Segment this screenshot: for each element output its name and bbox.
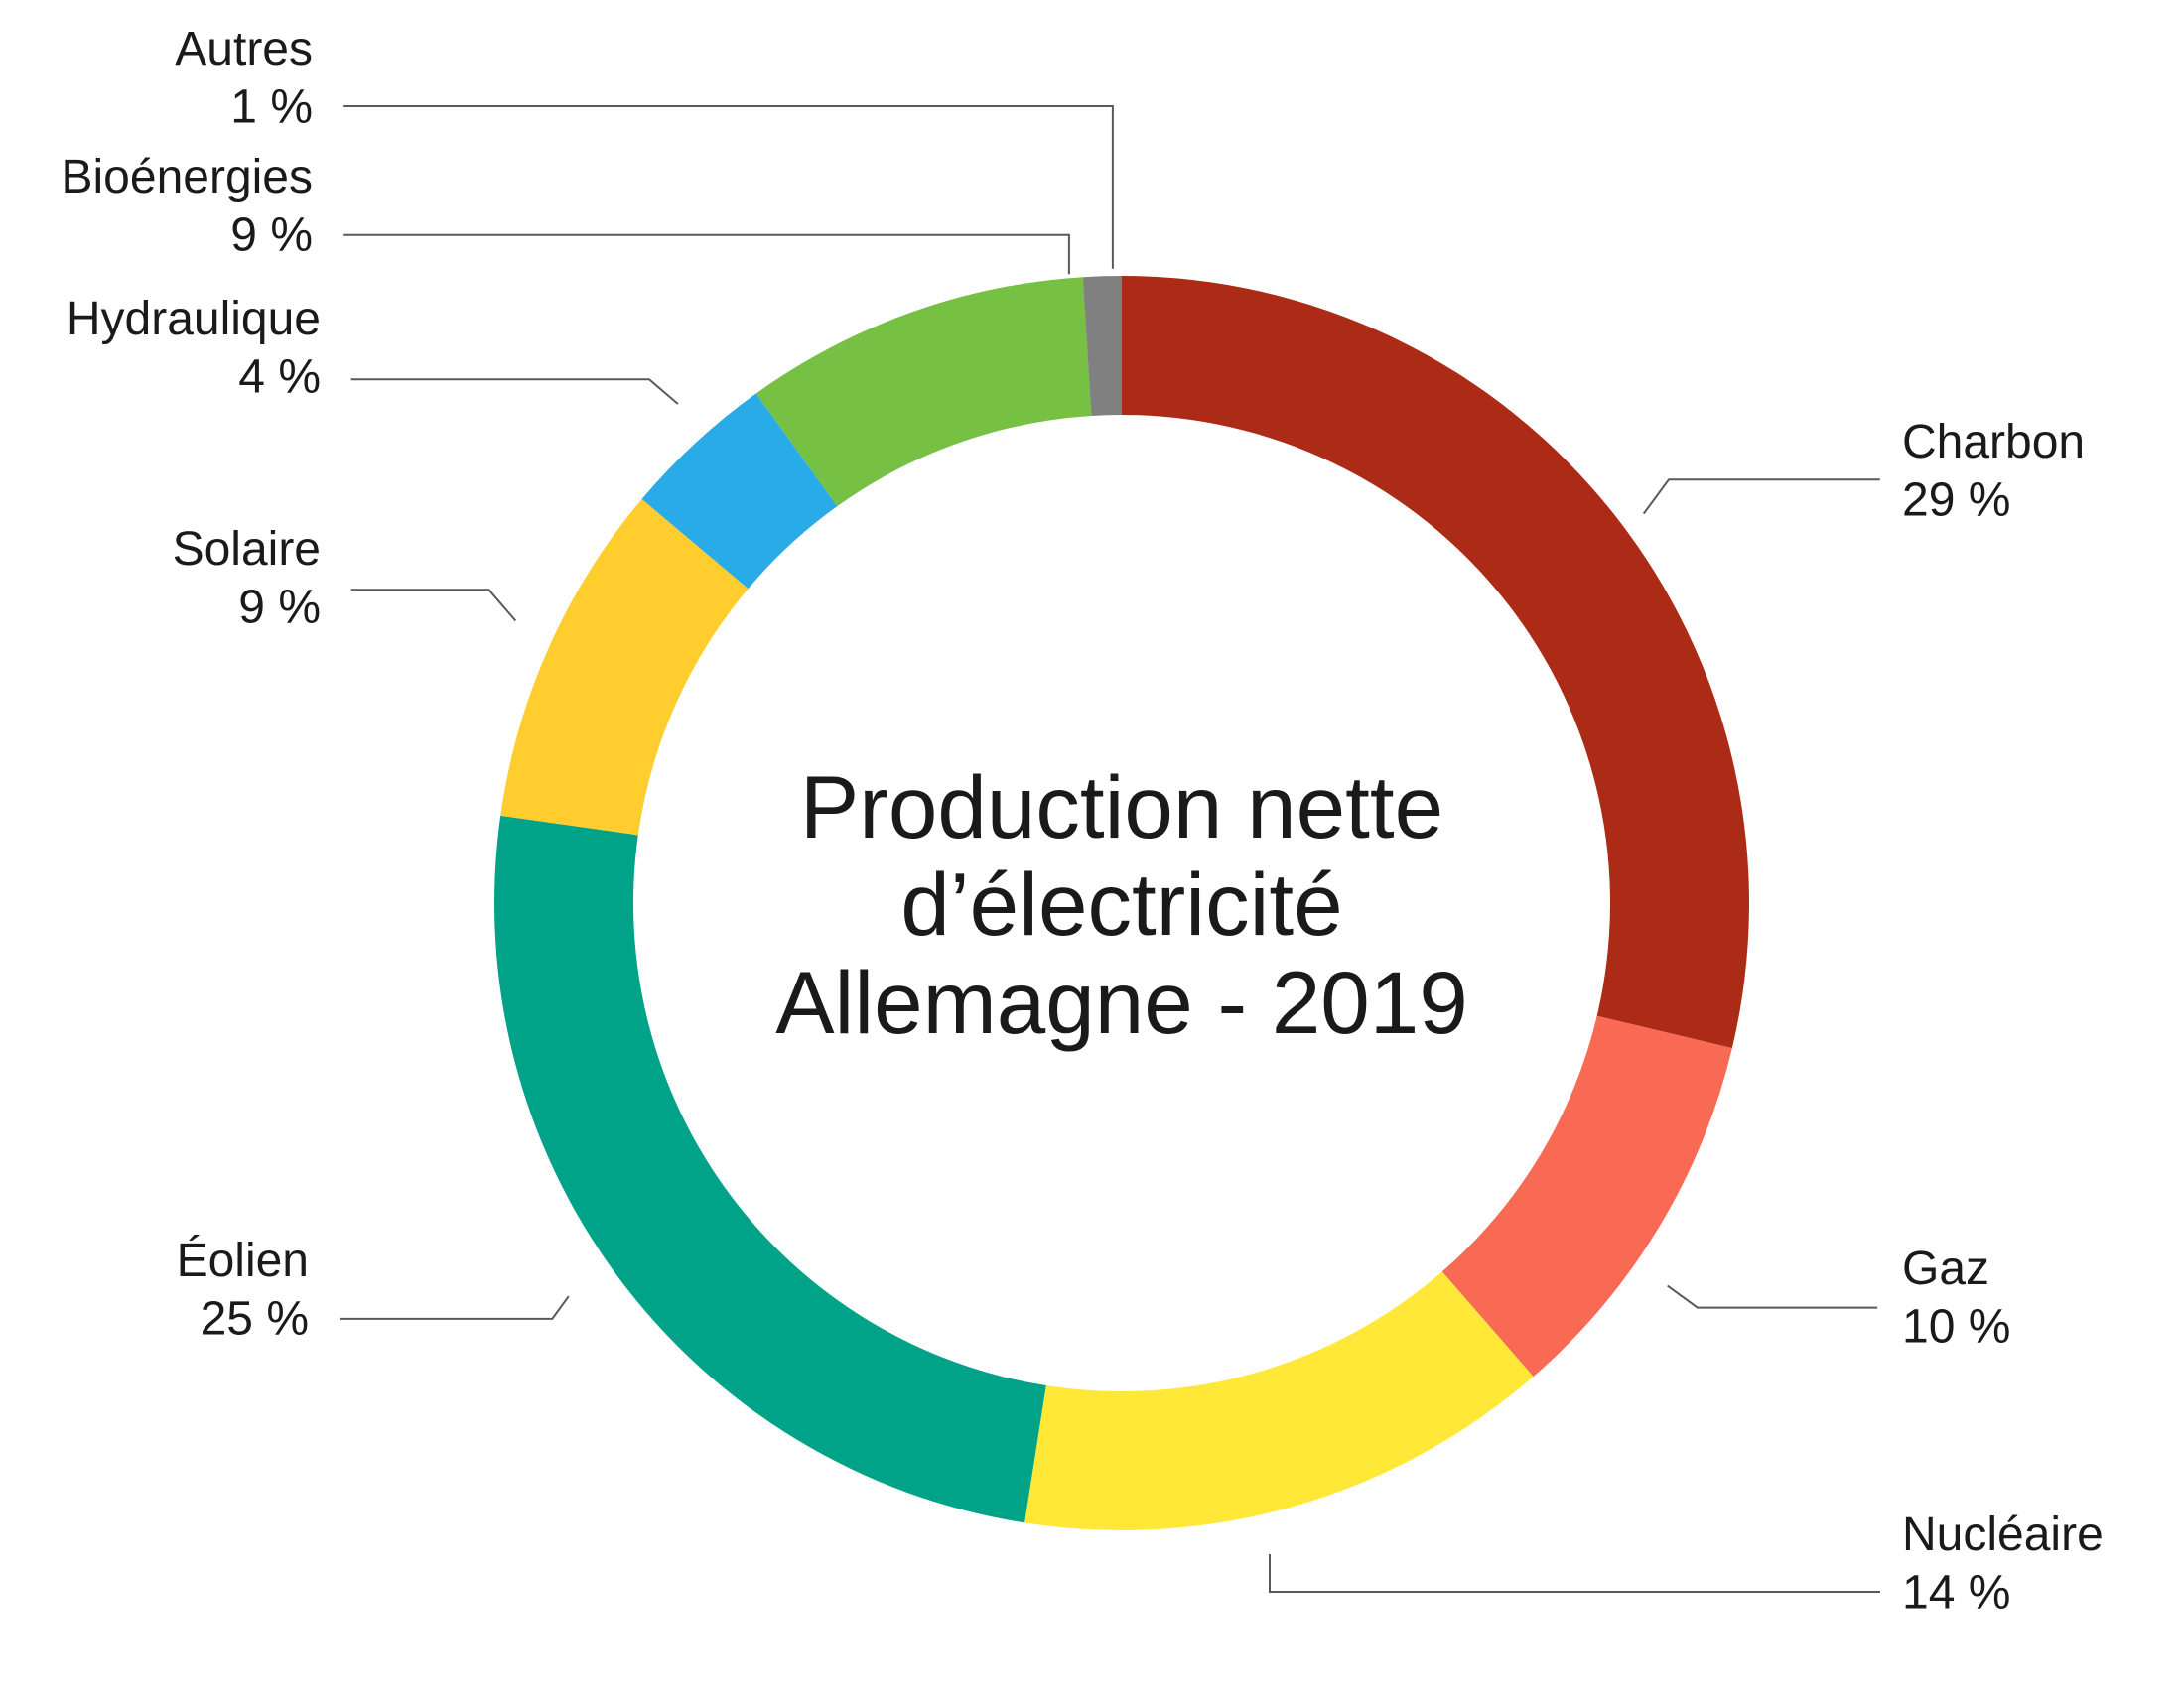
svg-text:9 %: 9 %	[230, 209, 313, 262]
svg-text:10 %: 10 %	[1902, 1301, 2010, 1354]
svg-text:Autres: Autres	[175, 23, 313, 75]
svg-text:Production nette: Production nette	[800, 757, 1443, 856]
svg-text:Gaz: Gaz	[1902, 1243, 1989, 1295]
svg-text:9 %: 9 %	[238, 582, 321, 634]
svg-text:Charbon: Charbon	[1902, 416, 2085, 468]
svg-text:Bioénergies: Bioénergies	[62, 151, 314, 203]
svg-text:4 %: 4 %	[238, 351, 321, 404]
svg-text:Nucléaire: Nucléaire	[1902, 1509, 2104, 1561]
svg-text:Allemagne - 2019: Allemagne - 2019	[775, 953, 1468, 1052]
svg-text:1 %: 1 %	[230, 81, 313, 134]
svg-text:14 %: 14 %	[1902, 1567, 2010, 1620]
svg-text:Éolien: Éolien	[177, 1235, 309, 1287]
svg-text:29 %: 29 %	[1902, 474, 2010, 527]
svg-text:Solaire: Solaire	[173, 523, 321, 576]
svg-text:25 %: 25 %	[201, 1293, 309, 1346]
svg-text:Hydraulique: Hydraulique	[67, 293, 321, 345]
svg-text:d’électricité: d’électricité	[900, 854, 1342, 954]
